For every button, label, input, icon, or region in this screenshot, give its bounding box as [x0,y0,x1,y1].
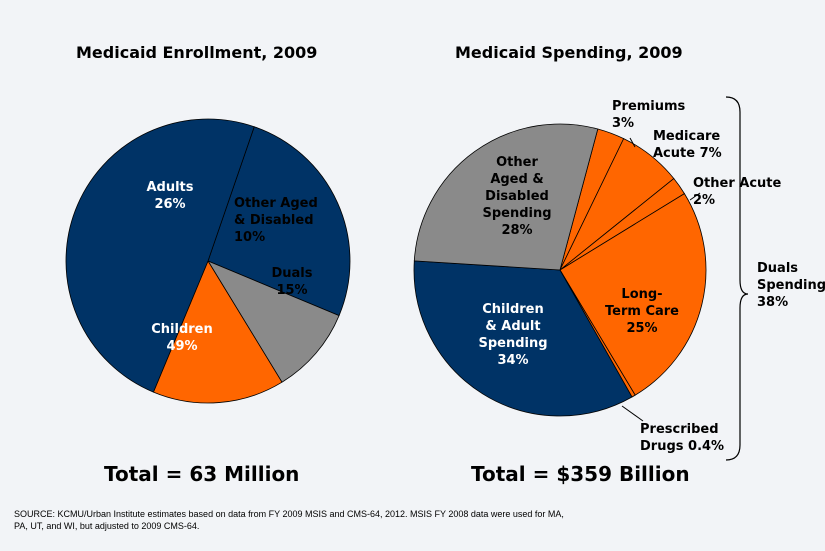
spending-total: Total = $359 Billion [471,462,690,486]
spending-label-long-term-care: Long-Term Care 25% [605,287,679,336]
spending-slice-3 [559,193,707,396]
duals-spending-label: Duals Spending 38% [757,261,825,310]
spending-label-premiums: Premiums 3% [612,99,686,131]
enrollment-total: Total = 63 Million [104,462,300,486]
enrollment-chart-title: Medicaid Enrollment, 2009 [76,43,318,62]
leader-line-0 [629,137,636,148]
spending-pie [413,123,707,417]
spending-label-children-adult: Children & Adult Spending 34% [478,302,547,368]
enrollment-label-duals: Duals 15% [271,266,312,298]
enrollment-label-adults: Adults 26% [146,180,193,212]
spending-label-medicare-acute: Medicare Acute 7% [653,129,722,161]
enrollment-slice-1 [207,260,340,383]
spending-slice-5 [413,260,633,417]
source-note: SOURCE: KCMU/Urban Institute estimates b… [14,509,564,531]
spending-label-other-acute: Other Acute 2% [693,176,782,208]
enrollment-label-other-aged: Other Aged & Disabled 10% [234,196,318,245]
enrollment-slice-3 [65,118,255,393]
duals-bracket [725,96,749,461]
leader-line-2 [621,405,644,422]
spending-slice-6 [413,123,599,271]
enrollment-label-children: Children 49% [151,322,213,354]
enrollment-pie [65,118,351,404]
spending-chart-title: Medicaid Spending, 2009 [455,43,683,62]
spending-label-other-aged: Other Aged & Disabled Spending 28% [482,155,551,238]
enrollment-slice-0 [207,126,351,317]
spending-label-prescribed-drugs: Prescribed Drugs 0.4% [640,422,724,454]
leader-line-1 [689,192,701,201]
enrollment-slice-2 [152,260,283,404]
